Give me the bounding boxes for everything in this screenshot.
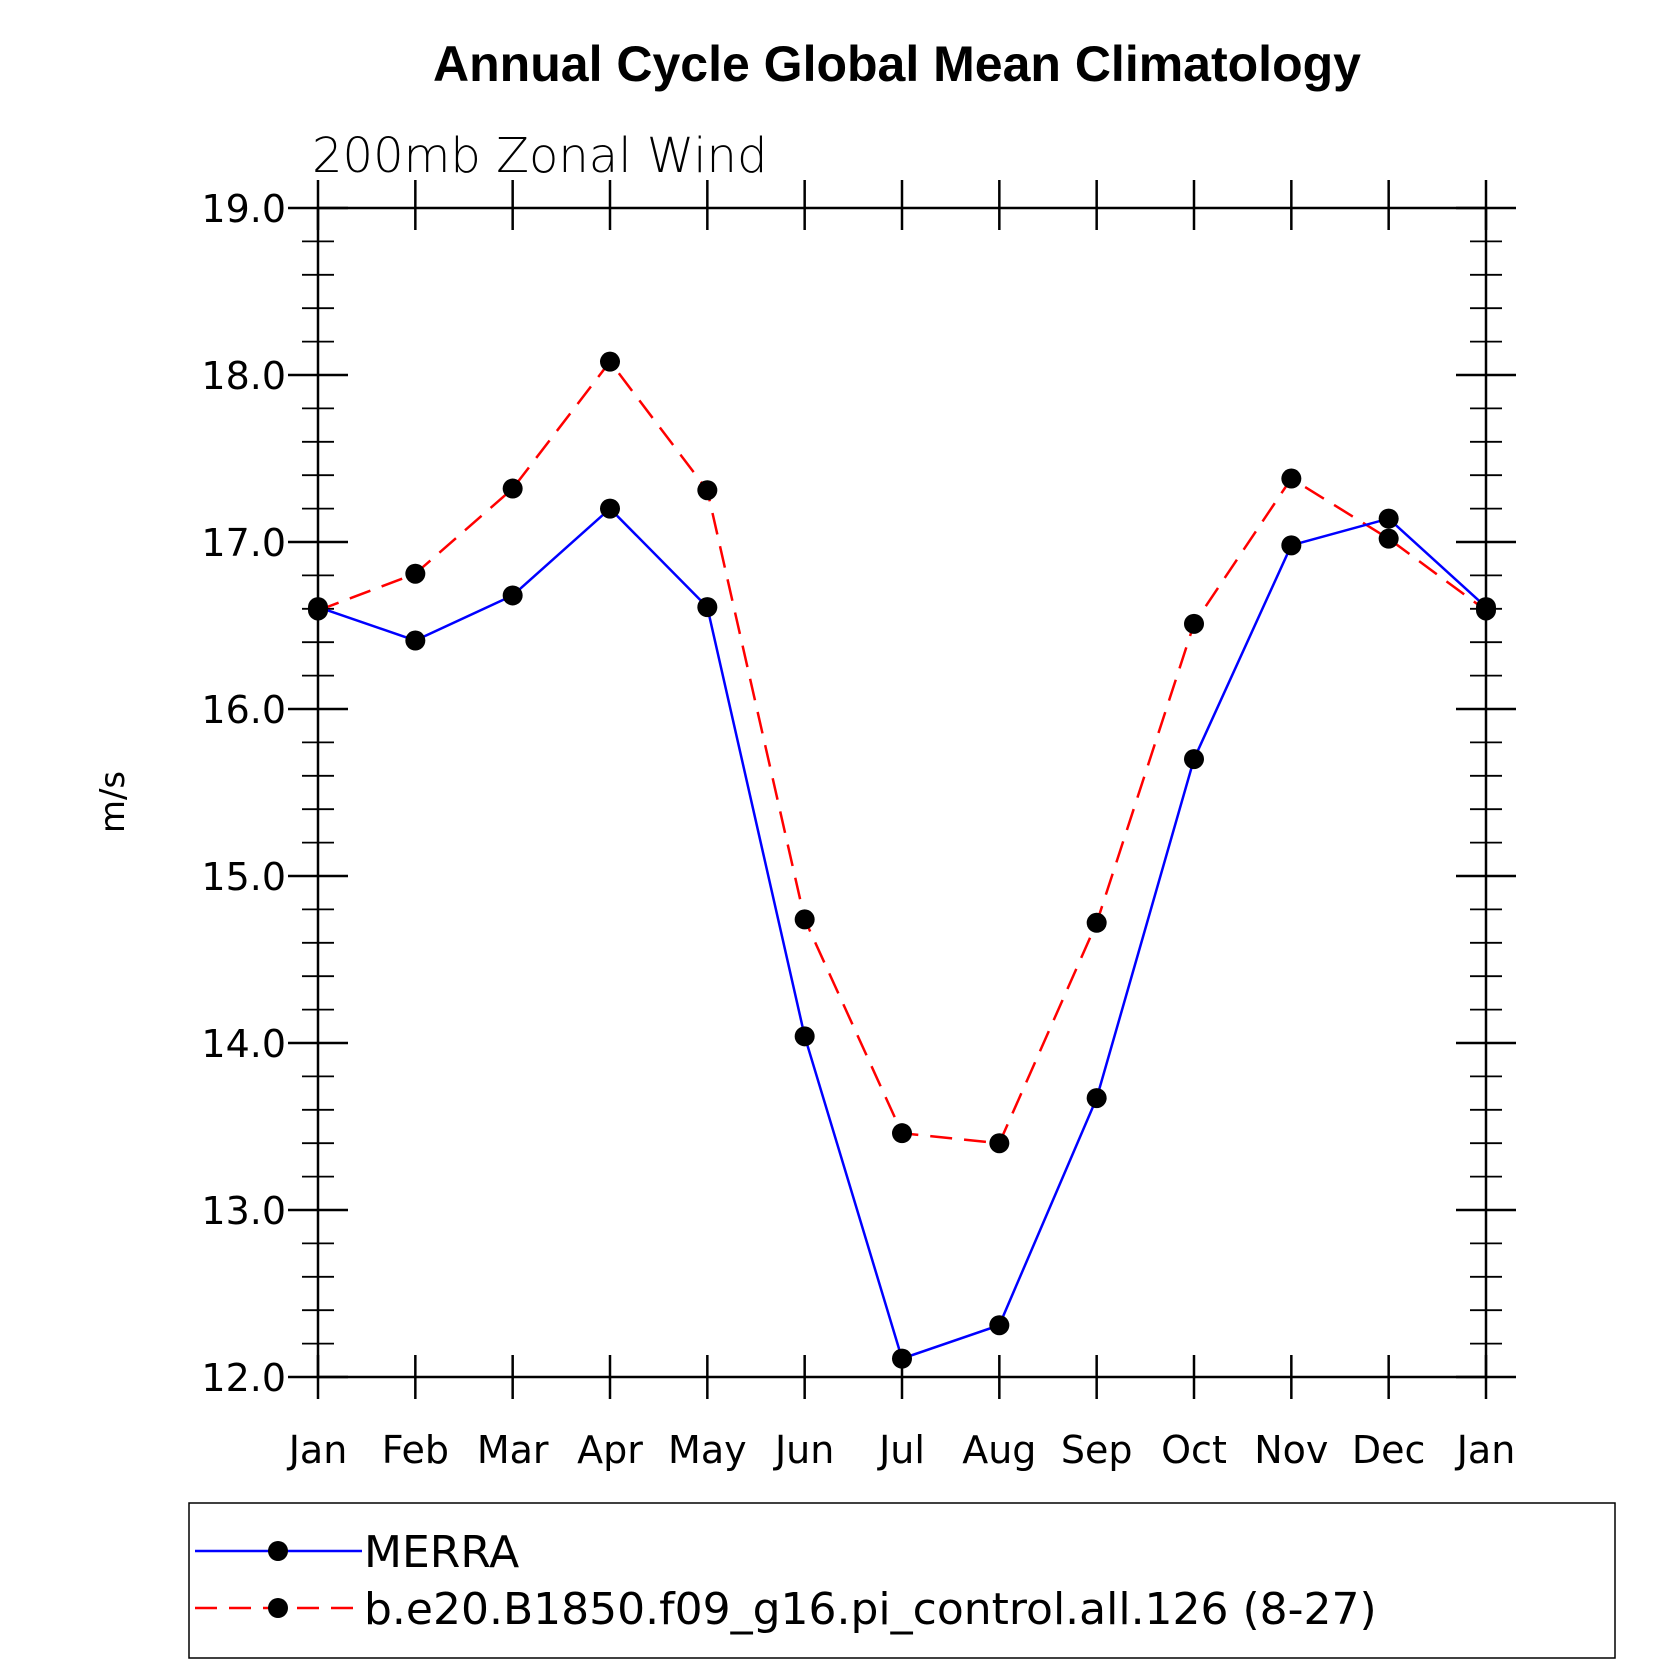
y-tick-label: 19.0 xyxy=(201,187,286,231)
data-point xyxy=(1378,528,1399,549)
plot-frame xyxy=(316,206,1488,1379)
axes: Jan Feb Mar Apr May Jun Jul Aug Sep Oct Nov Dec Jan1… xyxy=(201,180,1516,1472)
y-tick-label: 17.0 xyxy=(201,521,286,565)
data-point xyxy=(1378,508,1399,529)
x-tick-label: Jun xyxy=(773,1428,834,1472)
legend-marker-0 xyxy=(268,1541,288,1561)
data-point xyxy=(794,1026,815,1047)
x-tick-label: Dec xyxy=(1352,1428,1426,1472)
data-point xyxy=(502,478,523,499)
x-tick-label: Jan xyxy=(287,1428,348,1472)
legend-label-0: MERRA xyxy=(364,1527,519,1578)
x-tick-label: Oct xyxy=(1161,1428,1227,1472)
data-point xyxy=(1086,912,1107,933)
legend: MERRA b.e20.B1850.f09_g16.pi_control.all.… xyxy=(195,1527,1377,1635)
data-point xyxy=(1086,1088,1107,1109)
y-tick-label: 16.0 xyxy=(201,688,286,732)
legend-label-1: b.e20.B1850.f09_g16.pi_control.all.126 (… xyxy=(364,1584,1377,1635)
x-tick-label: Apr xyxy=(577,1428,643,1472)
y-tick-label: 14.0 xyxy=(201,1022,286,1066)
legend-box xyxy=(188,1502,1616,1659)
data-point xyxy=(1184,749,1204,770)
chart-subtitle: 200mb Zonal Wind xyxy=(312,128,767,184)
data-point xyxy=(892,1123,912,1144)
data-point xyxy=(308,597,328,618)
x-tick-label: Aug xyxy=(962,1428,1036,1472)
y-tick-label: 18.0 xyxy=(201,354,286,398)
data-point xyxy=(600,351,620,372)
x-tick-label: Mar xyxy=(477,1428,549,1472)
data-point xyxy=(502,585,523,606)
x-tick-label: May xyxy=(668,1428,747,1472)
series-line-1 xyxy=(317,359,1487,1145)
y-tick-label: 13.0 xyxy=(201,1189,286,1233)
legend-marker-1 xyxy=(268,1598,288,1618)
y-tick-label: 15.0 xyxy=(201,855,286,899)
data-point xyxy=(989,1133,1010,1154)
x-tick-label: Nov xyxy=(1254,1428,1328,1472)
data-point xyxy=(600,498,620,519)
chart-title: Annual Cycle Global Mean Climatology xyxy=(433,36,1361,92)
data-point xyxy=(989,1315,1010,1336)
data-point xyxy=(1476,597,1496,618)
x-tick-label: Feb xyxy=(382,1428,449,1472)
data-point xyxy=(1184,613,1204,634)
data-point xyxy=(1281,468,1302,489)
y-axis-label: m/s xyxy=(93,771,133,833)
data-point xyxy=(697,597,718,618)
data-point xyxy=(405,563,426,584)
y-tick-label: 12.0 xyxy=(201,1356,286,1400)
series-line-0 xyxy=(317,506,1487,1361)
series-layer xyxy=(308,351,1496,1369)
data-point xyxy=(405,630,426,651)
x-tick-label: Jan xyxy=(1455,1428,1516,1472)
data-point xyxy=(1281,535,1302,556)
data-point xyxy=(794,909,815,930)
data-point xyxy=(697,480,718,501)
x-tick-label: Sep xyxy=(1061,1428,1133,1472)
data-point xyxy=(892,1348,912,1369)
x-tick-label: Jul xyxy=(877,1428,925,1472)
